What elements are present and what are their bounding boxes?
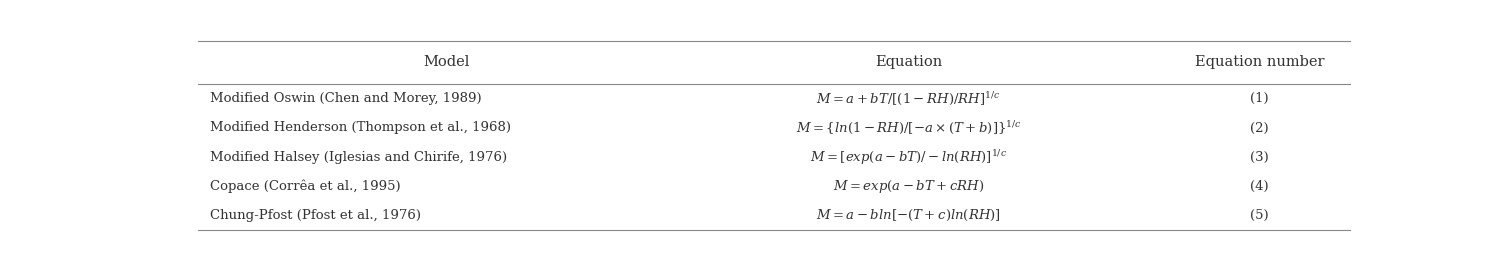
Text: Modified Henderson (Thompson et al., 1968): Modified Henderson (Thompson et al., 196…	[210, 122, 510, 134]
Text: $M = [exp(a - bT)/-ln(RH)]^{1/c}$: $M = [exp(a - bT)/-ln(RH)]^{1/c}$	[809, 148, 1007, 166]
Text: Equation: Equation	[874, 55, 942, 69]
Text: (3): (3)	[1250, 151, 1268, 164]
Text: $M = a + bT/[(1 - RH)/RH]^{1/c}$: $M = a + bT/[(1 - RH)/RH]^{1/c}$	[815, 90, 1001, 107]
Text: Modified Oswin (Chen and Morey, 1989): Modified Oswin (Chen and Morey, 1989)	[210, 92, 482, 105]
Text: Copace (Corrêa et al., 1995): Copace (Corrêa et al., 1995)	[210, 180, 400, 193]
Text: $M = exp(a - bT + cRH)$: $M = exp(a - bT + cRH)$	[832, 178, 985, 195]
Text: (1): (1)	[1250, 92, 1268, 105]
Text: Model: Model	[423, 55, 470, 69]
Text: $M = \{ln(1 - RH)/[-a \times (T + b)]\}^{1/c}$: $M = \{ln(1 - RH)/[-a \times (T + b)]\}^…	[796, 119, 1021, 136]
Text: (4): (4)	[1250, 180, 1268, 193]
Text: Modified Halsey (Iglesias and Chirife, 1976): Modified Halsey (Iglesias and Chirife, 1…	[210, 151, 507, 164]
Text: Equation number: Equation number	[1194, 55, 1324, 69]
Text: $M = a - bln[-(T + c)ln(RH)]$: $M = a - bln[-(T + c)ln(RH)]$	[815, 208, 1001, 223]
Text: (2): (2)	[1250, 122, 1268, 134]
Text: Chung-Pfost (Pfost et al., 1976): Chung-Pfost (Pfost et al., 1976)	[210, 209, 421, 222]
Text: (5): (5)	[1250, 209, 1268, 222]
